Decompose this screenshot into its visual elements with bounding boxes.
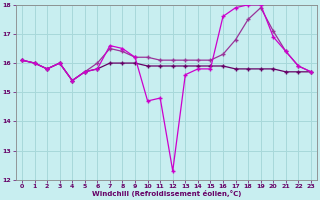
X-axis label: Windchill (Refroidissement éolien,°C): Windchill (Refroidissement éolien,°C) [92,190,241,197]
